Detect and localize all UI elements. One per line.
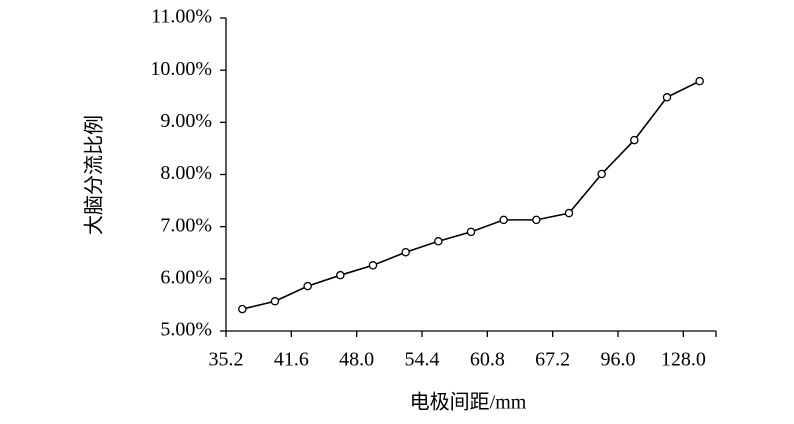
data-point	[336, 270, 345, 280]
data-point	[466, 227, 476, 237]
data-point	[630, 135, 639, 145]
data-point	[434, 237, 443, 246]
x-tick-label: 41.6	[274, 349, 309, 371]
y-tick-label: 9.00%	[160, 110, 212, 132]
x-tick-label: 48.0	[339, 349, 374, 371]
data-point	[532, 215, 541, 225]
data-point	[499, 215, 508, 225]
x-tick-label: 96.0	[601, 349, 636, 371]
x-tick-label: 35.2	[209, 349, 244, 371]
x-tick-label: 60.8	[470, 349, 505, 371]
data-line	[242, 80, 701, 310]
data-point	[303, 281, 312, 291]
y-tick-label: 6.00%	[160, 266, 212, 288]
y-tick-label: 11.00%	[151, 6, 212, 28]
data-point	[401, 247, 410, 257]
x-tick-label: 128.0	[661, 349, 706, 371]
y-tick-label: 5.00%	[160, 319, 212, 341]
data-point	[597, 169, 606, 179]
data-point	[564, 208, 574, 218]
data-point	[270, 297, 280, 306]
x-axis-title: 电极间距/mm	[410, 391, 527, 414]
data-point	[238, 304, 247, 314]
x-tick-label: 67.2	[535, 349, 570, 371]
y-tick-label: 8.00%	[160, 162, 212, 184]
y-axis-title: 大脑分流比例	[83, 115, 106, 235]
y-tick-label: 10.00%	[150, 58, 212, 80]
y-tick-label: 7.00%	[160, 214, 212, 236]
data-point	[368, 261, 378, 270]
x-tick-label: 54.4	[405, 349, 440, 371]
data-point	[662, 93, 672, 102]
data-point	[695, 76, 704, 86]
